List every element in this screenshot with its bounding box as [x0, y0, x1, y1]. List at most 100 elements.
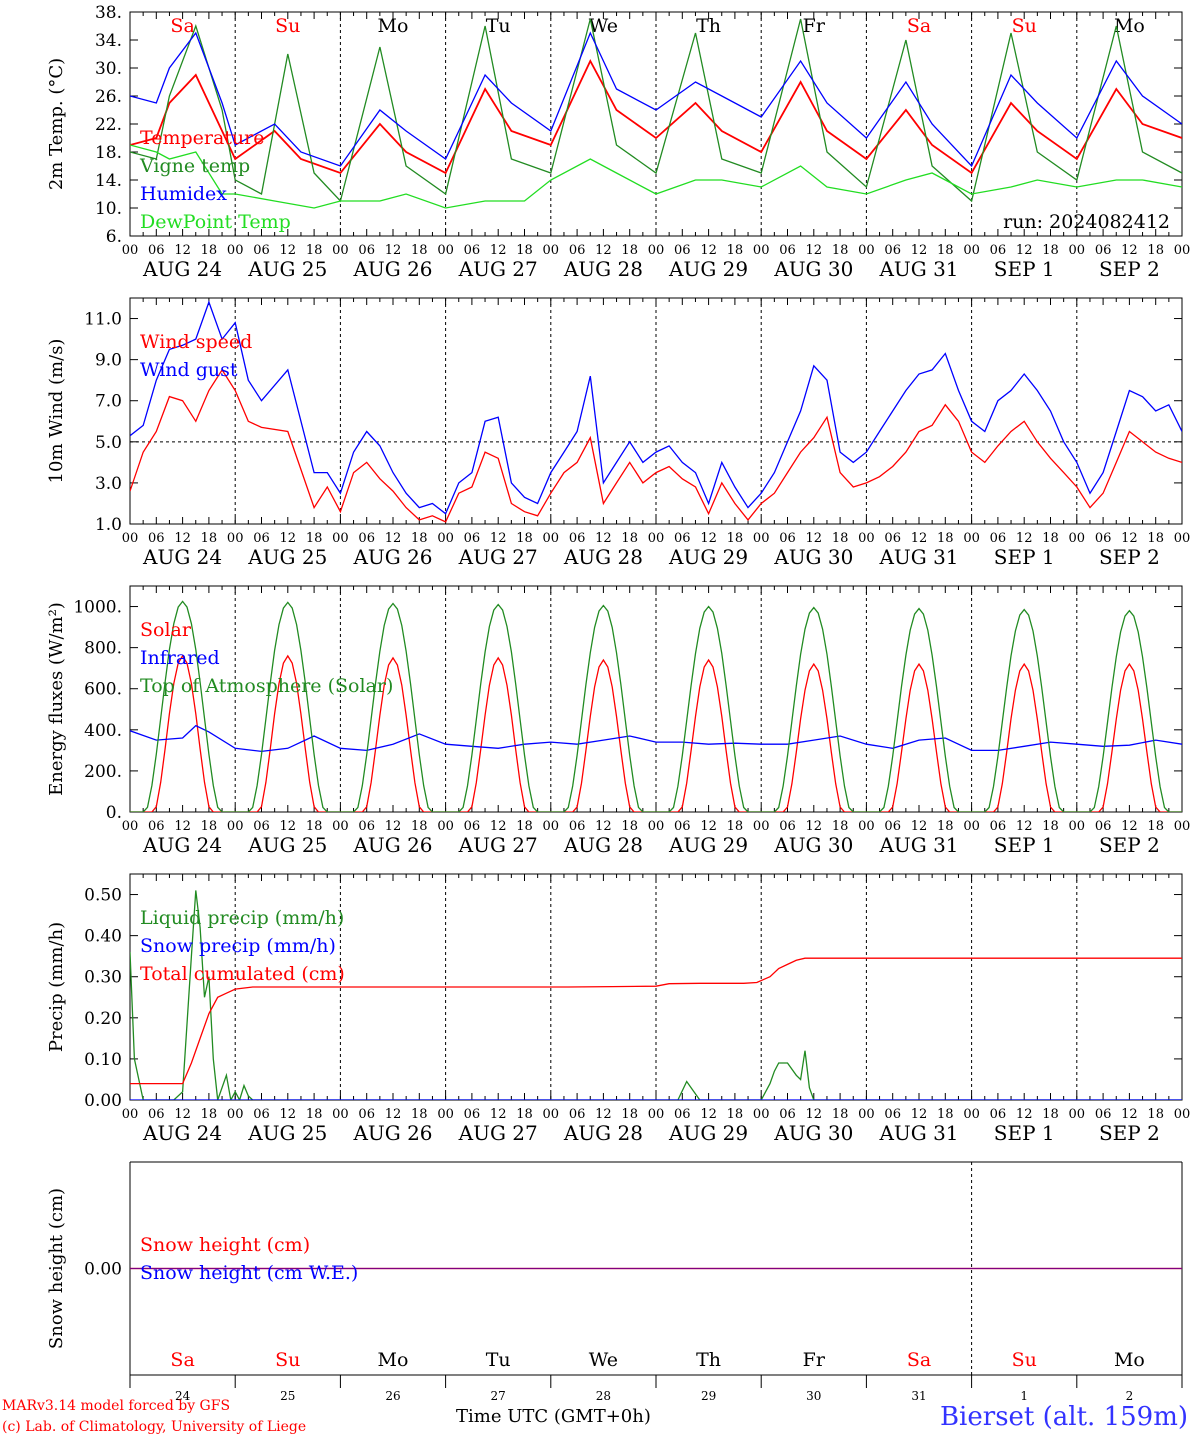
- x-date-label: AUG 28: [563, 545, 643, 569]
- x-hour-label: 00: [543, 819, 560, 834]
- y-tick-label: 1.0: [95, 515, 122, 535]
- x-axis-label: Time UTC (GMT+0h): [456, 1406, 651, 1427]
- series-line-total-cumulated-cm-: [130, 957, 1182, 1085]
- x-hour-label: 06: [674, 1107, 691, 1122]
- x-hour-label: 06: [779, 1107, 796, 1122]
- panel-snow: 0.00 Snow height (cm) Snow height (cm) Snow…: [46, 1161, 1183, 1403]
- day-number: 24: [175, 1389, 191, 1403]
- weekday-label: Su: [275, 15, 300, 37]
- x-hour-label: 00: [963, 1107, 980, 1122]
- y-axis-label: Snow height (cm): [46, 1188, 67, 1349]
- y-tick-label: 9.0: [95, 351, 122, 371]
- x-hour-label: 12: [174, 531, 191, 546]
- x-hour-label: 18: [201, 243, 218, 258]
- x-hour-label: 18: [306, 1107, 323, 1122]
- y-tick-label: 0.30: [84, 968, 122, 988]
- x-date-label: AUG 29: [668, 833, 748, 857]
- x-hour-label: 18: [937, 1107, 954, 1122]
- y-axis-label: 10m Wind (m/s): [46, 339, 67, 484]
- x-date-label: AUG 27: [458, 545, 538, 569]
- y-tick-label: 0.40: [84, 927, 122, 947]
- x-hour-label: 00: [543, 1107, 560, 1122]
- x-hour-label: 06: [779, 243, 796, 258]
- x-date-label: AUG 30: [773, 833, 853, 857]
- x-date-label: AUG 25: [247, 257, 327, 281]
- x-hour-label: 00: [858, 819, 875, 834]
- weekday-label: Sa: [907, 15, 931, 37]
- y-tick-label: 5.0: [95, 433, 122, 453]
- x-hour-label: 12: [174, 243, 191, 258]
- x-hour-label: 00: [753, 243, 770, 258]
- x-hour-label: 06: [569, 531, 586, 546]
- x-hour-label: 06: [1095, 243, 1112, 258]
- x-hour-label: 06: [884, 1107, 901, 1122]
- x-hour-label: 06: [674, 531, 691, 546]
- weekday-label: Sa: [170, 1349, 194, 1371]
- x-hour-label: 00: [332, 1107, 349, 1122]
- series-line-infrared: [130, 724, 1182, 753]
- x-hour-label: 12: [1121, 243, 1138, 258]
- x-hour-label: 18: [516, 243, 533, 258]
- x-date-label: AUG 30: [773, 545, 853, 569]
- x-hour-label: 00: [122, 819, 139, 834]
- x-date-label: AUG 24: [142, 833, 222, 857]
- x-hour-label: 06: [884, 243, 901, 258]
- weekday-label: Sa: [907, 1349, 931, 1371]
- plot-frame: [129, 11, 1183, 237]
- x-date-label: AUG 30: [773, 257, 853, 281]
- x-hour-label: 00: [1069, 531, 1086, 546]
- x-hour-label: 12: [806, 1107, 823, 1122]
- x-hour-label: 12: [595, 1107, 612, 1122]
- legend-entry: DewPoint Temp: [140, 211, 291, 233]
- x-hour-label: 12: [280, 819, 297, 834]
- x-hour-label: 12: [385, 1107, 402, 1122]
- x-hour-label: 06: [358, 1107, 375, 1122]
- x-hour-label: 12: [911, 1107, 928, 1122]
- y-tick-label: 0.: [106, 803, 122, 823]
- x-hour-label: 18: [727, 819, 744, 834]
- x-date-label: SEP 1: [994, 257, 1055, 281]
- legend-entry: Snow precip (mm/h): [140, 935, 336, 957]
- x-hour-label: 06: [569, 819, 586, 834]
- x-hour-label: 06: [884, 531, 901, 546]
- x-hour-label: 18: [1042, 531, 1059, 546]
- x-hour-label: 18: [411, 531, 428, 546]
- weekday-label: Tu: [486, 1349, 511, 1371]
- legend-entry: Humidex: [140, 183, 227, 205]
- x-hour-label: 18: [306, 531, 323, 546]
- x-date-label: SEP 1: [994, 1121, 1055, 1145]
- y-tick-label: 22.: [95, 115, 122, 135]
- copyright-credit: (c) Lab. of Climatology, University of L…: [2, 1419, 307, 1435]
- legend-entry: Infrared: [140, 647, 220, 669]
- x-date-label: AUG 25: [247, 545, 327, 569]
- day-number: 29: [701, 1389, 716, 1403]
- x-date-label: SEP 1: [994, 833, 1055, 857]
- x-hour-label: 12: [1121, 531, 1138, 546]
- x-hour-label: 18: [1147, 819, 1164, 834]
- y-tick-label: 0.00: [84, 1260, 122, 1280]
- x-hour-label: 18: [832, 819, 849, 834]
- x-date-label: AUG 26: [352, 257, 432, 281]
- weekday-label: Tu: [486, 15, 511, 37]
- x-hour-label: 06: [1095, 531, 1112, 546]
- y-tick-label: 7.0: [95, 392, 122, 412]
- x-hour-label: 18: [621, 819, 638, 834]
- x-hour-label: 12: [911, 243, 928, 258]
- legend-entry: Snow height (cm): [140, 1234, 310, 1256]
- x-date-label: AUG 24: [142, 1121, 222, 1145]
- y-axis-label: Energy fluxes (W/m²): [46, 602, 67, 796]
- y-tick-label: 200.: [84, 762, 122, 782]
- station-name: Bierset (alt. 159m): [939, 1402, 1188, 1432]
- x-hour-label: 18: [1147, 1107, 1164, 1122]
- y-tick-label: 400.: [84, 721, 122, 741]
- x-hour-label: 06: [253, 531, 270, 546]
- legend-entry: Temperature: [140, 127, 264, 149]
- x-hour-label: 00: [227, 1107, 244, 1122]
- x-hour-label: 06: [779, 819, 796, 834]
- x-date-label: SEP 1: [994, 545, 1055, 569]
- day-number: 30: [806, 1389, 821, 1403]
- series-line-top-of-atmosphere-solar-: [130, 600, 1182, 812]
- x-hour-label: 06: [148, 243, 165, 258]
- x-hour-label: 06: [464, 243, 481, 258]
- y-tick-label: 600.: [84, 680, 122, 700]
